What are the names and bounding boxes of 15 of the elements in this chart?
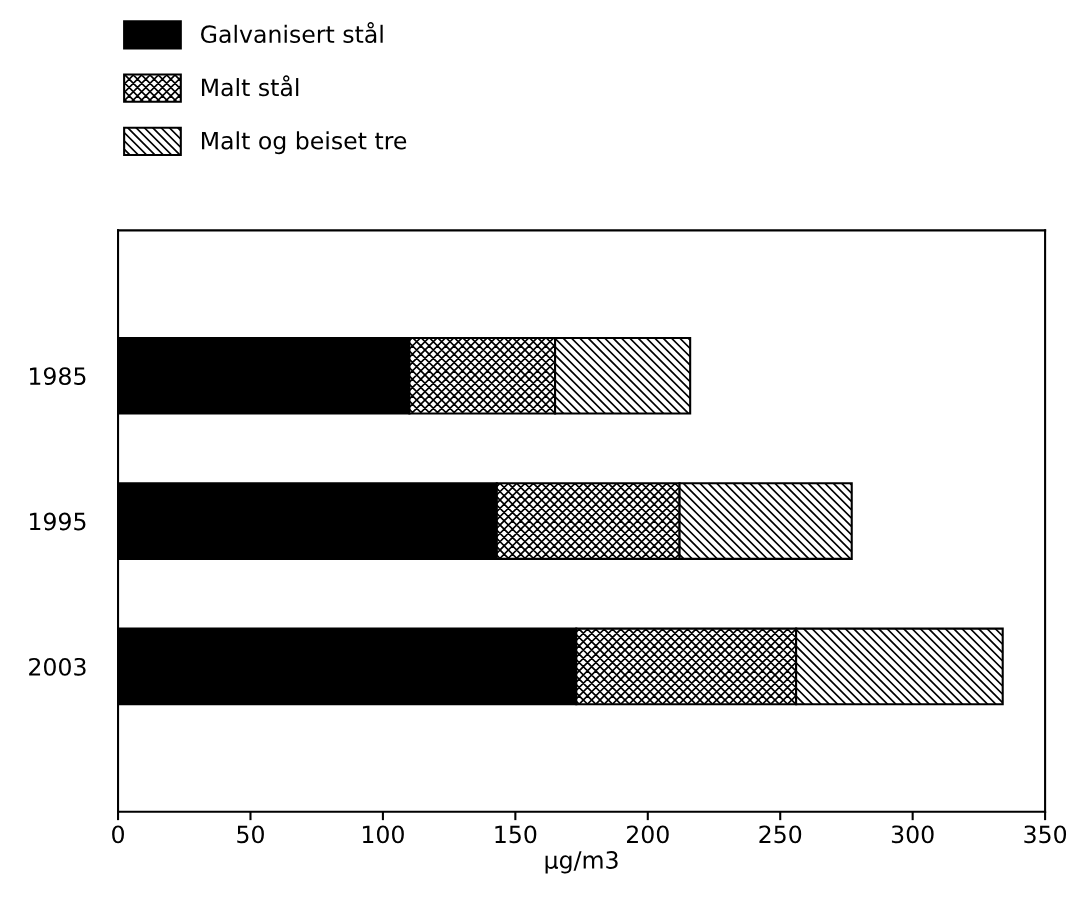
x-tick-label: 100 (362, 825, 404, 844)
legend-label: Malt stål (202, 75, 299, 97)
y-tick-label: 2003 (29, 657, 86, 676)
x-axis-title: µg/m3 (545, 851, 618, 874)
y-tick-label: 1995 (29, 512, 86, 531)
legend-label: Galvanisert stål (201, 22, 383, 44)
x-tick-label: 350 (1024, 825, 1067, 844)
x-tick-label: 250 (759, 825, 802, 844)
y-tick-label: 1985 (29, 367, 86, 386)
x-tick-label: 50 (237, 825, 264, 844)
x-tick-label: 200 (626, 825, 669, 844)
x-tick-label: 300 (891, 825, 934, 844)
x-tick-label: 150 (495, 825, 537, 844)
legend-label: Malt og beiset tre (202, 131, 407, 155)
x-tick-label: 0 (112, 825, 124, 844)
